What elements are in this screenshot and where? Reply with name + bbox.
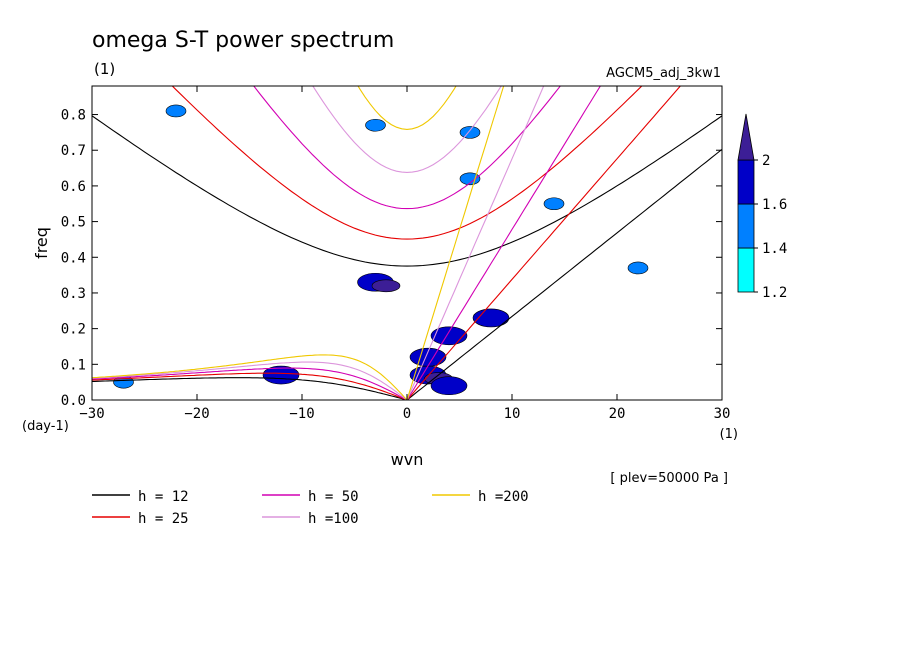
y-axis-unit: (day-1) [22,419,69,434]
shaded-regions [113,104,649,396]
gravity-curve [171,86,643,240]
x-tick-label: −10 [289,406,314,422]
chart-title: omega S-T power spectrum [92,28,394,53]
gravity-curve [312,86,502,173]
rossby-curve [92,377,408,400]
x-axis-ticks: −30 −20 −10 0 10 20 30 [79,86,730,422]
y-axis-ticks: 0.0 0.1 0.2 0.3 0.4 0.5 0.6 0.7 0.8 [61,108,722,409]
gravity-curve [357,86,457,130]
colorbar-label: 1.2 [762,285,787,301]
shaded-region [371,279,401,293]
colorbar-box [737,247,755,293]
colorbar: 1.2 1.4 1.6 2 [737,113,787,301]
gravity-curve [92,115,722,267]
x-tick-label: −20 [184,406,209,422]
chart-subtitle: (1) [94,60,115,78]
colorbar-label: 2 [762,153,770,169]
shaded-region [543,197,565,211]
y-tick-label: 0.4 [61,250,86,266]
colorbar-box [737,159,755,205]
colorbar-box [737,203,755,249]
y-tick-label: 0.7 [61,143,86,159]
rossby-curve [92,372,408,400]
x-tick-label: 10 [504,406,521,422]
shaded-region [459,126,481,139]
y-tick-label: 0.6 [61,179,86,195]
plot-frame [91,85,723,401]
y-tick-label: 0.5 [61,215,86,231]
x-tick-label: 0 [403,406,411,422]
kelvin-curve [406,86,545,400]
legend-label: h = 25 [138,511,189,527]
shaded-region [627,261,649,275]
legend-label: h = 12 [138,489,189,505]
y-axis-label: freq [32,227,51,259]
x-tick-label: −30 [79,406,104,422]
legend-label: h =200 [478,489,529,505]
y-tick-label: 0.0 [61,393,86,409]
level-note: [ plev=50000 Pa ] [610,471,728,486]
shaded-region [459,172,481,186]
shaded-region [430,326,468,346]
kelvin-curve [406,86,505,400]
y-tick-label: 0.1 [61,357,86,373]
rossby-curve [92,354,408,400]
legend-label: h =100 [308,511,359,527]
y-tick-label: 0.3 [61,286,86,302]
colorbar-label: 1.4 [762,241,787,257]
colorbar-label: 1.6 [762,197,787,213]
x-axis-label: wvn [391,450,424,469]
shaded-region [165,104,187,118]
kelvin-curve [406,86,602,400]
shaded-region [365,118,386,132]
x-axis-unit: (1) [720,427,738,442]
shaded-region [430,376,468,396]
rossby-curve [92,367,408,400]
x-tick-label: 30 [714,406,731,422]
run-label: AGCM5_adj_3kw1 [606,66,721,81]
legend: h = 12 h = 25 h = 50 h =100 h =200 [92,489,529,527]
gravity-curve [253,86,561,210]
y-tick-label: 0.8 [61,108,86,124]
dispersion-curves [92,86,722,400]
rossby-curve [92,361,408,400]
legend-label: h = 50 [308,489,359,505]
kelvin-curve [406,86,682,400]
colorbar-triangle [737,113,755,161]
x-tick-label: 20 [609,406,626,422]
kelvin-curve [406,148,722,400]
y-tick-label: 0.2 [61,322,86,338]
